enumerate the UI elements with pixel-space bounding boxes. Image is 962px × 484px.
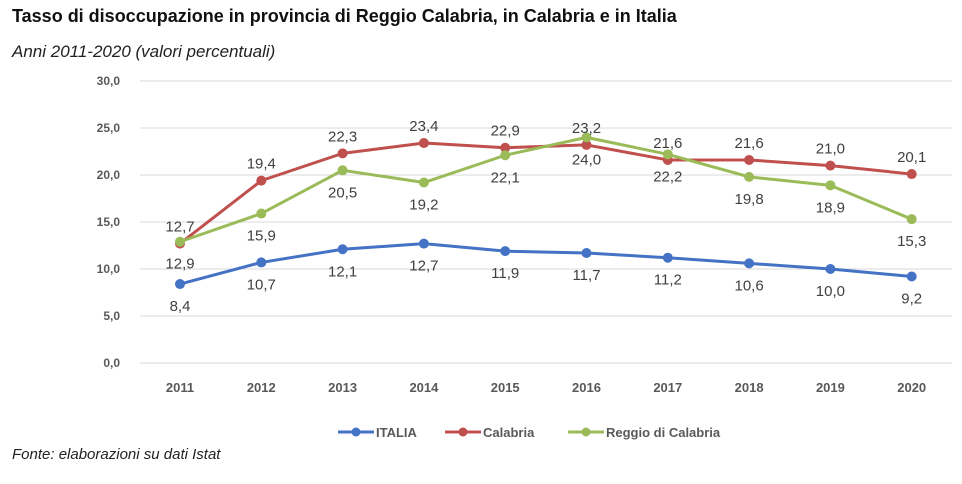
data-point (418, 177, 429, 188)
series-lines (179, 135, 913, 286)
legend-item: Calabria (445, 425, 535, 440)
data-label: 11,7 (572, 267, 600, 284)
x-tick-label: 2015 (491, 380, 520, 395)
y-axis-ticks: 0,0 5,0 10,0 15,0 20,0 25,0 30,0 (97, 74, 121, 370)
y-tick-label: 10,0 (97, 262, 121, 276)
data-point (825, 264, 836, 274)
x-axis-ticks: 2011 2012 2013 2014 2015 2016 2017 2018 2019 2020 (166, 380, 926, 395)
x-tick-label: 2012 (247, 380, 276, 395)
data-point (581, 139, 592, 150)
data-label: 12,9 (165, 256, 194, 273)
data-point (175, 279, 185, 290)
data-label: 23,4 (409, 118, 438, 135)
data-label: 23,2 (572, 120, 601, 137)
legend-item: Reggio di Calabria (568, 425, 721, 440)
data-point (906, 169, 917, 180)
data-label: 15,9 (247, 228, 276, 245)
data-label: 10,6 (734, 277, 763, 294)
data-point (418, 138, 429, 149)
legend-label: Calabria (483, 425, 535, 440)
data-label: 19,4 (247, 156, 276, 173)
data-point (500, 150, 511, 161)
chart-subtitle: Anni 2011-2020 (valori percentuali) (12, 42, 276, 61)
data-label: 24,0 (572, 151, 601, 168)
series-line-reggio-di-calabria (179, 135, 913, 244)
legend-marker (581, 427, 591, 437)
data-labels: 8,4 10,7 12,1 12,7 11,9 11,7 11,2 10,6 10,0 9,2 12… (165, 118, 926, 315)
series-points (175, 132, 917, 290)
data-label: 11,2 (654, 272, 682, 289)
data-point (418, 238, 429, 249)
series-line-italia (179, 242, 912, 286)
x-tick-label: 2018 (735, 380, 764, 395)
data-label: 10,7 (247, 276, 276, 293)
data-label: 21,0 (816, 141, 845, 158)
y-tick-label: 20,0 (97, 168, 121, 182)
legend-item: ITALIA (338, 425, 418, 440)
legend-label: Reggio di Calabria (606, 425, 721, 440)
legend-marker (351, 427, 361, 437)
x-tick-label: 2014 (409, 380, 439, 395)
y-tick-label: 0,0 (103, 356, 120, 370)
legend: ITALIA Calabria Reggio di Calabria (338, 425, 721, 440)
data-point (825, 160, 836, 171)
data-label: 20,5 (328, 184, 357, 201)
data-label: 21,6 (653, 135, 682, 152)
legend-label: ITALIA (376, 425, 418, 440)
x-tick-label: 2020 (897, 380, 926, 395)
data-label: 22,2 (653, 168, 682, 185)
data-label: 11,9 (491, 265, 519, 282)
legend-marker (458, 427, 468, 437)
data-label: 19,2 (409, 197, 438, 214)
data-label: 22,9 (491, 123, 520, 140)
x-tick-label: 2017 (653, 380, 682, 395)
data-point (337, 165, 348, 176)
data-label: 19,8 (734, 191, 763, 208)
data-label: 21,6 (734, 135, 763, 152)
data-point (825, 180, 836, 191)
data-point (744, 154, 755, 165)
x-tick-label: 2019 (816, 380, 845, 395)
data-label: 8,4 (170, 298, 191, 315)
data-label: 12,1 (328, 263, 357, 280)
data-point (256, 257, 267, 268)
data-label: 9,2 (901, 291, 922, 308)
x-tick-label: 2013 (328, 380, 357, 395)
data-point (906, 214, 917, 225)
y-tick-label: 15,0 (97, 215, 121, 229)
data-point (500, 246, 511, 257)
x-tick-label: 2016 (572, 380, 601, 395)
data-point (500, 142, 511, 153)
data-label: 22,3 (328, 128, 357, 145)
x-tick-label: 2011 (166, 380, 194, 395)
data-label: 10,0 (816, 283, 845, 300)
data-point (744, 258, 755, 269)
data-label: 12,7 (165, 219, 194, 236)
data-point (581, 248, 592, 259)
data-point (581, 132, 592, 143)
data-label: 22,1 (491, 169, 520, 186)
y-tick-label: 5,0 (103, 309, 120, 323)
data-point (744, 171, 755, 182)
data-point (662, 149, 673, 160)
data-label: 15,3 (897, 233, 926, 250)
source-note: Fonte: elaborazioni su dati Istat (12, 446, 221, 463)
data-label: 20,1 (897, 149, 926, 166)
data-label: 18,9 (816, 199, 845, 216)
data-point (256, 175, 267, 186)
data-point (337, 244, 348, 255)
y-tick-label: 30,0 (97, 74, 121, 88)
data-point (337, 148, 348, 159)
data-point (662, 252, 673, 263)
data-point (256, 208, 267, 219)
data-label: 12,7 (409, 258, 438, 275)
y-tick-label: 25,0 (97, 121, 121, 135)
series-line-calabria (179, 141, 912, 245)
gridlines (140, 80, 952, 364)
data-point (175, 236, 185, 247)
data-point (906, 271, 917, 282)
chart-title: Tasso di disoccupazione in provincia di … (12, 6, 677, 26)
